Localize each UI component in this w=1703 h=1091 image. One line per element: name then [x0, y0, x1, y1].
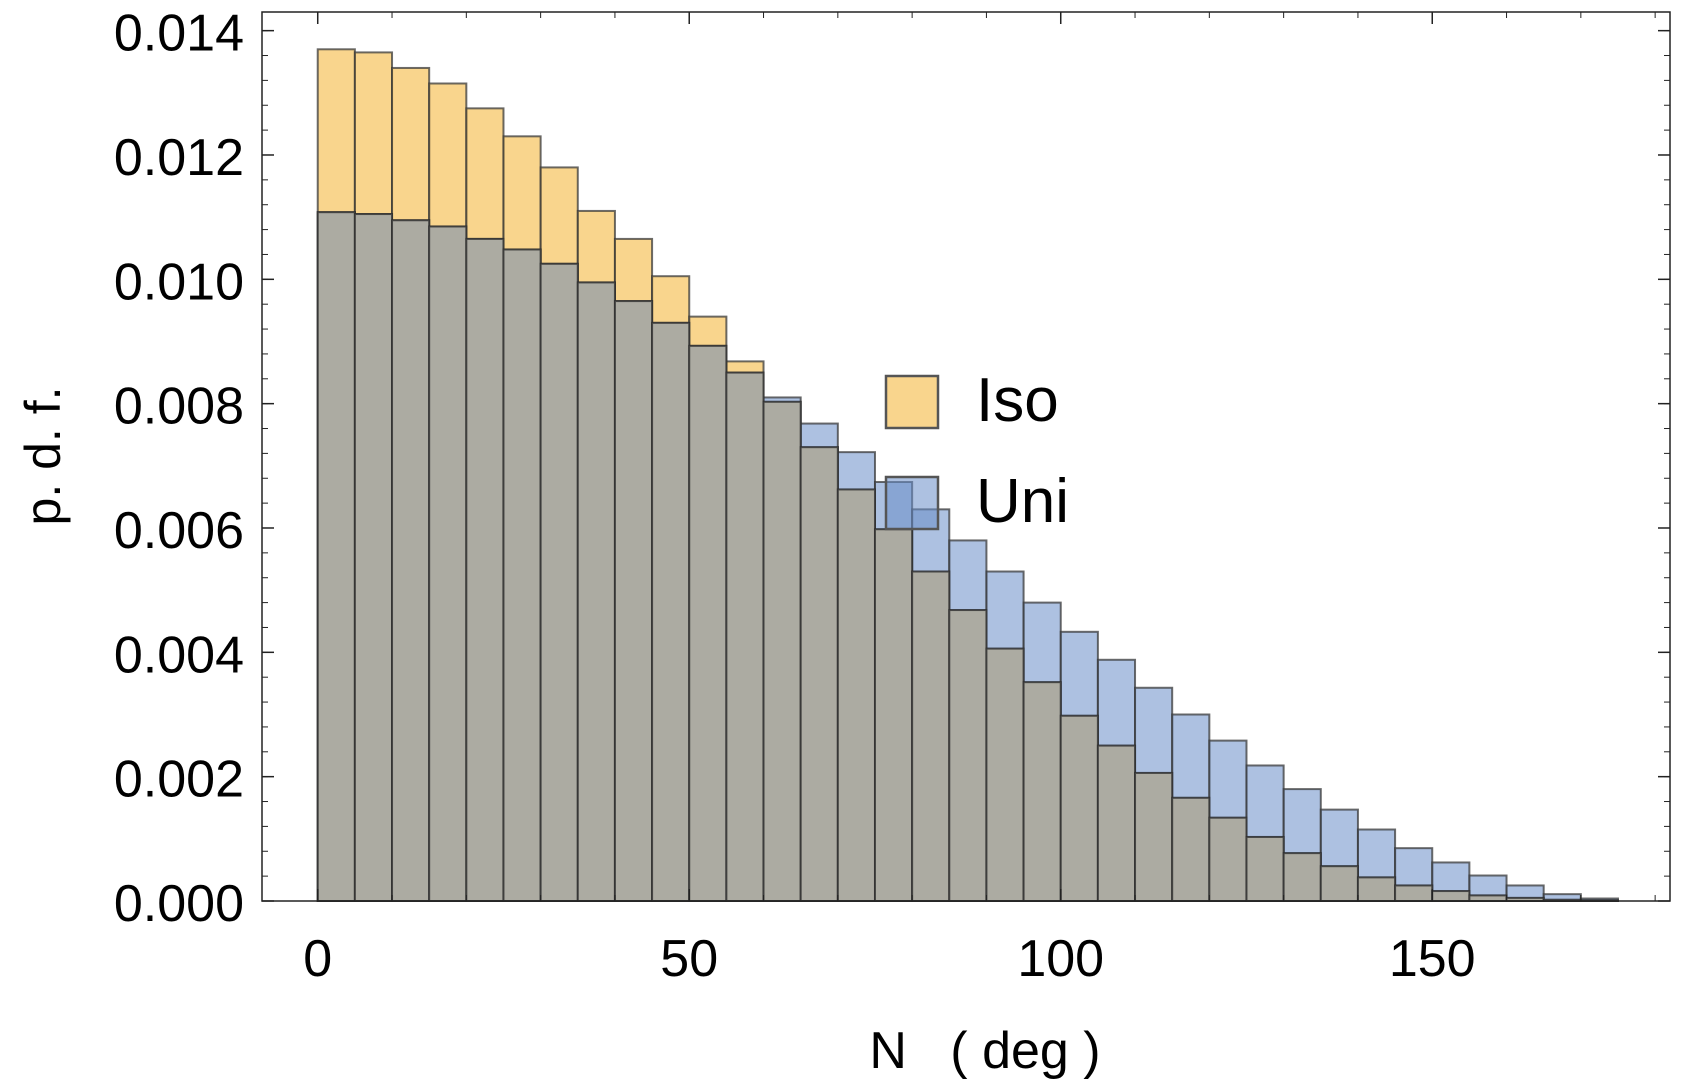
bar-overlap	[799, 446, 839, 902]
overlap-layer	[316, 211, 1619, 903]
x-axis: 0 50 100 150	[303, 12, 1656, 988]
bar-overlap	[428, 225, 468, 903]
x-tick-label: 50	[660, 930, 718, 988]
bar-overlap	[1356, 876, 1397, 902]
bar-overlap	[836, 488, 876, 902]
bar-overlap	[1059, 714, 1099, 903]
bar-overlap	[613, 300, 654, 902]
bar-overlap	[1096, 744, 1137, 903]
bar-overlap	[1208, 816, 1248, 903]
legend-label-uni: Uni	[976, 467, 1069, 536]
bar-overlap	[391, 219, 431, 902]
bar-overlap	[1319, 865, 1359, 903]
bar-overlap	[1022, 681, 1062, 903]
bar-overlap	[539, 262, 579, 902]
y-tick-label: 0.000	[114, 875, 244, 933]
bar-overlap	[1394, 884, 1434, 903]
legend-swatch-iso	[884, 374, 940, 430]
y-tick-label: 0.012	[114, 129, 244, 187]
plot-frame	[261, 11, 1671, 902]
bar-overlap	[1282, 852, 1322, 903]
y-tick-label: 0.014	[114, 5, 244, 63]
bar-overlap	[985, 647, 1025, 902]
bar-overlap	[1245, 835, 1285, 903]
bar-overlap	[465, 237, 505, 902]
bar-overlap	[316, 211, 356, 902]
bar-overlap	[762, 400, 802, 902]
bar-overlap	[725, 371, 765, 902]
x-tick-label: 0	[303, 930, 332, 988]
bar-overlap	[688, 344, 728, 902]
bar-overlap	[911, 570, 951, 902]
y-tick-label: 0.004	[114, 626, 244, 684]
bar-overlap	[1468, 894, 1508, 903]
bar-overlap	[576, 281, 616, 903]
bar-overlap	[948, 609, 988, 903]
bar-overlap	[1431, 890, 1471, 903]
x-tick-label: 150	[1389, 930, 1476, 988]
y-tick-label: 0.002	[114, 751, 244, 809]
bar-overlap	[873, 528, 914, 903]
y-axis: 0.000 0.002 0.004 0.006 0.008 0.010 0.012 0.014	[114, 5, 1670, 933]
legend-label-iso: Iso	[976, 366, 1059, 435]
y-tick-label: 0.010	[114, 253, 244, 311]
legend-swatch-uni	[884, 475, 940, 531]
legend: Iso Uni	[884, 366, 1069, 536]
bar-overlap	[502, 248, 542, 902]
bar-overlap	[353, 213, 394, 902]
bar-overlap	[651, 321, 691, 902]
y-axis-label: p. d. f.	[15, 387, 71, 526]
bar-overlap	[1171, 796, 1211, 902]
x-tick-label: 100	[1017, 930, 1104, 988]
y-tick-label: 0.006	[114, 502, 244, 560]
bar-overlap	[1134, 771, 1174, 902]
x-axis-label: N ( deg )	[869, 1022, 1100, 1080]
y-tick-label: 0.008	[114, 378, 244, 436]
